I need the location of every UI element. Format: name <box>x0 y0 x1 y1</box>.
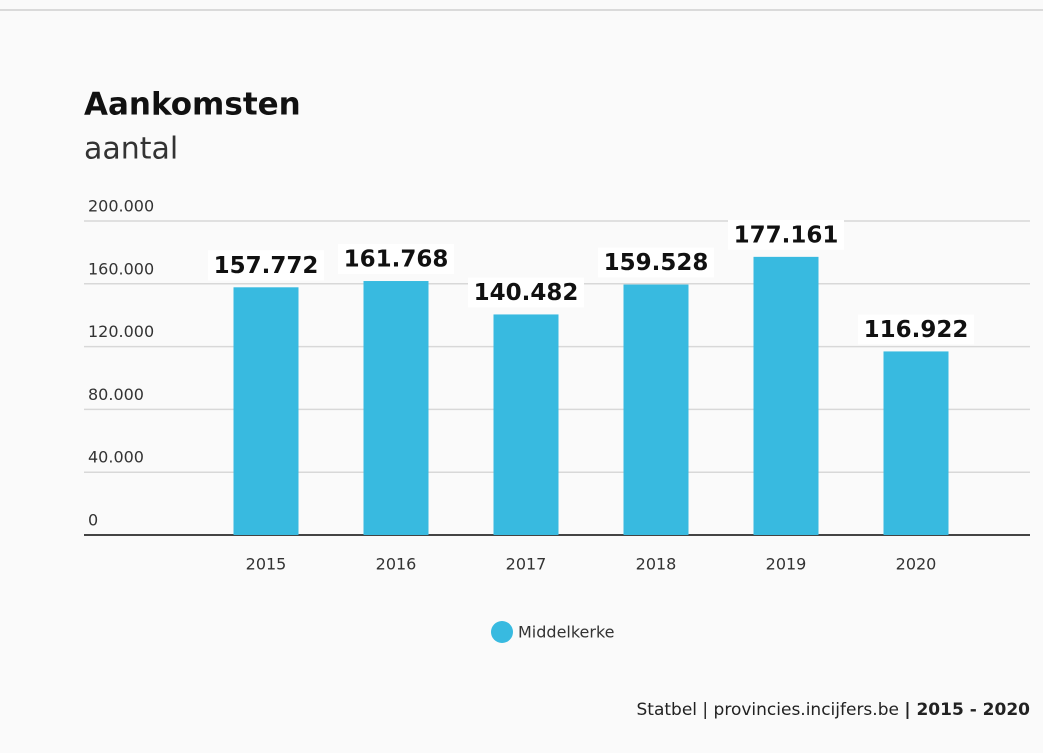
y-tick-label: 80.000 <box>88 385 144 404</box>
x-tick-label: 2017 <box>506 555 547 574</box>
source: Statbel | provincies.incijfers.be | 2015… <box>637 700 1031 720</box>
x-tick-label: 2018 <box>636 555 677 574</box>
value-label: 159.528 <box>604 250 709 276</box>
bar <box>363 281 429 535</box>
value-label: 140.482 <box>474 280 579 306</box>
value-label-bg <box>338 244 454 275</box>
bar <box>883 351 949 535</box>
value-label-bg <box>728 219 844 250</box>
value-label: 161.768 <box>344 247 449 273</box>
value-label: 116.922 <box>864 317 969 343</box>
legend-marker <box>491 621 513 643</box>
y-tick-label: 0 <box>88 511 98 530</box>
value-label-bg <box>598 247 714 278</box>
bar <box>623 284 689 535</box>
value-label-bg <box>468 277 584 308</box>
x-tick-label: 2015 <box>246 555 287 574</box>
bar <box>493 314 559 535</box>
period: | 2015 - 2020 <box>904 700 1030 720</box>
value-label: 177.161 <box>734 222 839 248</box>
chart-subtitle: aantal <box>84 132 178 167</box>
bar <box>233 287 299 535</box>
x-tick-label: 2016 <box>376 555 417 574</box>
value-label-bg <box>208 250 324 281</box>
value-label-bg <box>858 314 974 345</box>
value-label: 157.772 <box>214 253 319 279</box>
legend-label: Middelkerke <box>518 623 615 642</box>
x-tick-label: 2020 <box>896 555 937 574</box>
source-text: Statbel | provincies.incijfers.be <box>637 700 899 720</box>
y-tick-label: 200.000 <box>88 197 154 216</box>
chart-title: Aankomsten <box>84 87 301 123</box>
y-tick-label: 120.000 <box>88 322 154 341</box>
x-tick-label: 2019 <box>766 555 807 574</box>
y-tick-label: 40.000 <box>88 448 144 467</box>
bar <box>753 256 819 535</box>
y-tick-label: 160.000 <box>88 259 154 278</box>
